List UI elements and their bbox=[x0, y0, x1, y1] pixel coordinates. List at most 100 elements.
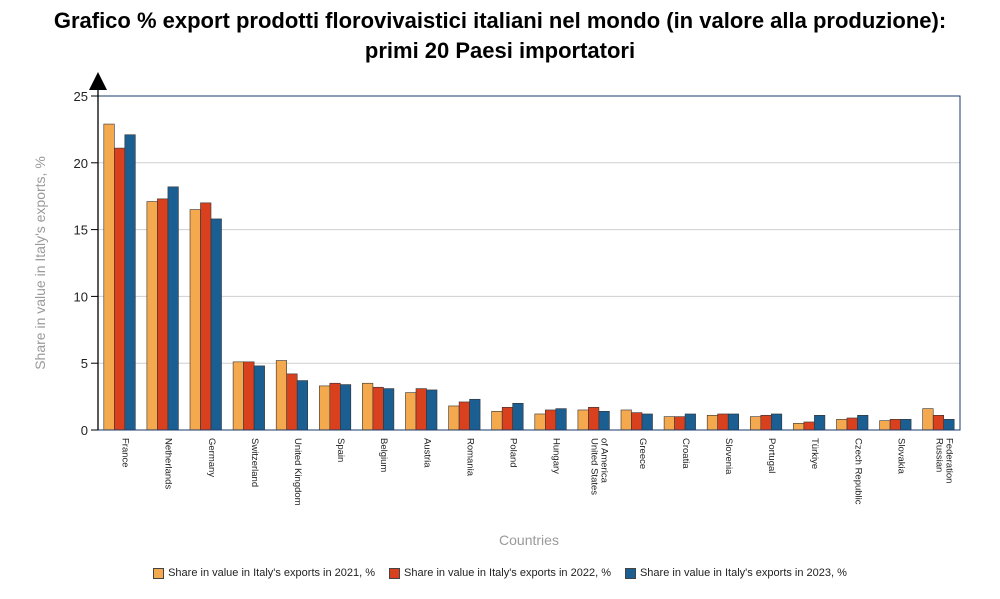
bar bbox=[879, 420, 891, 431]
legend-swatch-2023 bbox=[624, 567, 636, 579]
bar bbox=[555, 408, 567, 431]
bar bbox=[458, 401, 470, 431]
plot-frame bbox=[97, 95, 961, 431]
bar bbox=[157, 198, 169, 431]
bar bbox=[329, 382, 341, 431]
bar bbox=[770, 413, 783, 431]
x-tick-label: Romania bbox=[464, 438, 475, 477]
bar bbox=[889, 419, 901, 431]
bar bbox=[641, 413, 653, 431]
y-tick-label: 0 bbox=[81, 423, 88, 438]
bar bbox=[793, 423, 805, 431]
y-tick-labels: 0 5 10 15 20 25 bbox=[74, 89, 98, 438]
x-tick-label: Austria bbox=[421, 438, 432, 468]
bar bbox=[372, 386, 384, 431]
legend-label-2021: Share in value in Italy's exports in 202… bbox=[168, 567, 376, 579]
x-tick-label: Belgium bbox=[378, 438, 389, 472]
bar bbox=[814, 415, 826, 431]
bar bbox=[124, 134, 136, 431]
bar bbox=[577, 409, 589, 431]
bar-chart: 0 5 10 15 20 25 France Netherlands Germany Switz… bbox=[32, 72, 961, 548]
bar bbox=[146, 201, 158, 431]
x-tick-label: Portugal bbox=[766, 438, 777, 473]
bar bbox=[243, 361, 255, 431]
bar bbox=[448, 405, 460, 431]
bar bbox=[598, 410, 610, 431]
x-tick-label: Czech Republic bbox=[852, 438, 863, 505]
x-tick-label: Poland bbox=[507, 438, 518, 468]
chart-title-line-1: Grafico % export prodotti florovivaistic… bbox=[53, 8, 947, 33]
legend-label-2023: Share in value in Italy's exports in 202… bbox=[639, 567, 847, 579]
bar bbox=[253, 365, 265, 431]
bar-group bbox=[103, 123, 955, 431]
bar bbox=[491, 410, 503, 431]
bar bbox=[232, 361, 244, 431]
y-tick-label: 15 bbox=[74, 223, 88, 238]
x-tick-label: Spain bbox=[335, 438, 346, 462]
bar bbox=[717, 413, 729, 431]
bar bbox=[469, 398, 481, 431]
chart-title: Grafico % export prodotti florovivaistic… bbox=[0, 6, 1000, 66]
x-tick-label: Türkiye bbox=[809, 438, 820, 469]
bar bbox=[296, 380, 309, 431]
x-tick-label: Slovakia bbox=[895, 438, 906, 475]
legend-swatch-2021 bbox=[153, 567, 165, 579]
x-tick-label: Switzerland bbox=[249, 438, 260, 487]
legend-item-2022: Share in value in Italy's exports in 202… bbox=[389, 567, 611, 579]
bar bbox=[760, 415, 772, 431]
x-tick-label: United Kingdom bbox=[292, 438, 303, 506]
bar bbox=[674, 416, 686, 431]
bar bbox=[318, 385, 331, 431]
bar bbox=[114, 147, 126, 431]
bar bbox=[286, 373, 298, 431]
bar bbox=[544, 409, 557, 431]
y-tick-label: 20 bbox=[74, 156, 88, 171]
y-axis-arrow-icon bbox=[89, 72, 107, 90]
bar bbox=[846, 417, 858, 431]
bar bbox=[362, 382, 374, 431]
legend: Share in value in Italy's exports in 202… bbox=[0, 567, 1000, 579]
bar bbox=[512, 402, 524, 431]
x-axis-label: Countries bbox=[499, 532, 559, 548]
bar bbox=[534, 413, 546, 431]
bar bbox=[663, 416, 675, 431]
bar bbox=[706, 415, 719, 431]
bar bbox=[727, 413, 740, 431]
bar bbox=[803, 421, 815, 431]
bar bbox=[943, 419, 955, 431]
y-axis-label: Share in value in Italy's exports, % bbox=[32, 156, 48, 370]
bar bbox=[684, 413, 696, 431]
x-tick-label: Croatia bbox=[680, 438, 691, 469]
y-tick-label: 10 bbox=[74, 289, 88, 304]
bar bbox=[415, 388, 427, 431]
x-tick-label: United States bbox=[589, 438, 600, 495]
bar bbox=[932, 415, 945, 431]
bar bbox=[631, 412, 643, 431]
bar bbox=[103, 123, 115, 431]
y-tick-label: 25 bbox=[74, 89, 88, 104]
bar bbox=[749, 416, 762, 431]
x-tick-label: Netherlands bbox=[163, 438, 174, 489]
bar bbox=[210, 218, 222, 431]
x-tick-label: Greece bbox=[637, 438, 648, 469]
bar bbox=[922, 408, 934, 431]
bar bbox=[426, 389, 438, 431]
bar bbox=[900, 419, 912, 431]
y-tick-label: 5 bbox=[81, 356, 88, 371]
x-tick-label: Hungary bbox=[551, 438, 562, 474]
x-tick-label: Germany bbox=[206, 438, 217, 477]
bar bbox=[339, 384, 352, 431]
bar bbox=[275, 360, 288, 431]
bar bbox=[501, 406, 514, 431]
x-tick-labels: France Netherlands Germany Switzerland Unite… bbox=[120, 438, 955, 506]
x-tick-label: France bbox=[120, 438, 131, 468]
bar bbox=[383, 388, 395, 431]
bar bbox=[200, 202, 212, 431]
bar bbox=[836, 419, 848, 431]
legend-item-2021: Share in value in Italy's exports in 202… bbox=[153, 567, 375, 579]
bar bbox=[857, 415, 869, 431]
x-tick-label: Slovenia bbox=[723, 438, 734, 475]
legend-item-2023: Share in value in Italy's exports in 202… bbox=[624, 567, 847, 579]
bar bbox=[620, 409, 632, 431]
x-tick-label: Russian bbox=[933, 438, 944, 472]
